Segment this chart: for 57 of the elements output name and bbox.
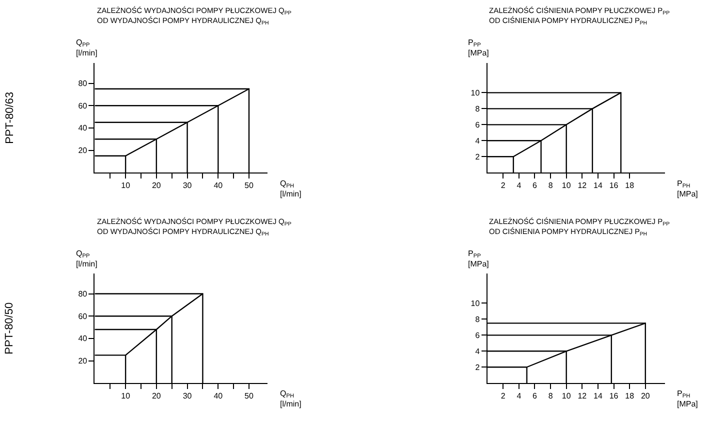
text: PPT-80/63 <box>4 92 16 144</box>
x-tick-label: 16 <box>609 392 619 401</box>
x-tick-label: 16 <box>609 181 619 190</box>
x-axis-title: Q$_{PH}$ [l/min] <box>280 179 302 198</box>
x-axis-title: P$_{PH}$ [MPa] <box>677 389 698 408</box>
y-axis-title: P$_{PP}$ [MPa] <box>468 38 489 58</box>
y-tick-label: 10 <box>470 88 480 98</box>
x-tick-label: 30 <box>182 181 192 190</box>
x-tick-label: 20 <box>152 392 162 401</box>
y-tick-label: 10 <box>470 299 480 308</box>
y-axis-title: Q$_{PP}$ [l/min] <box>76 38 98 58</box>
y-axis-title: P$_{PP}$ [MPa] <box>468 249 489 268</box>
x-tick-label: 30 <box>182 392 192 401</box>
x-tick-label: 18 <box>625 181 635 190</box>
y-tick-label: 20 <box>78 356 88 366</box>
x-tick-label: 50 <box>244 392 254 401</box>
x-tick-label: 10 <box>121 181 131 190</box>
x-tick-label: 4 <box>516 181 522 190</box>
y-tick-label: 6 <box>475 330 480 340</box>
x-tick-label: 20 <box>640 392 650 401</box>
y-tick-label: 40 <box>78 334 88 344</box>
y-tick-label: 20 <box>78 146 88 156</box>
x-tick-label: 14 <box>594 181 603 190</box>
y-tick-label: 4 <box>475 346 480 356</box>
x-tick-label: 8 <box>548 181 554 190</box>
y-tick-label: 40 <box>78 124 88 133</box>
x-tick-label: 10 <box>562 181 572 190</box>
x-tick-label: 10 <box>562 392 572 401</box>
x-tick-label: 6 <box>532 392 538 401</box>
y-tick-label: 80 <box>78 79 88 88</box>
x-tick-label: 40 <box>214 181 224 190</box>
y-tick-label: 8 <box>475 314 480 324</box>
y-tick-label: 80 <box>78 290 88 299</box>
x-tick-label: 14 <box>594 392 603 401</box>
x-tick-label: 20 <box>152 181 162 190</box>
x-axis-title: Q$_{PH}$ [l/min] <box>280 389 302 408</box>
x-tick-label: 6 <box>532 181 538 190</box>
y-tick-label: 60 <box>78 101 88 110</box>
y-tick-label: 2 <box>475 362 480 372</box>
x-tick-label: 18 <box>625 392 635 401</box>
x-tick-label: 2 <box>500 392 506 401</box>
text: PPT-80/50 <box>4 302 16 354</box>
x-tick-label: 10 <box>121 392 131 401</box>
y-axis-title: Q$_{PP}$ [l/min] <box>76 249 98 268</box>
x-tick-label: 12 <box>578 392 588 401</box>
x-tick-label: 40 <box>214 392 224 401</box>
x-axis-title: P$_{PH}$ [MPa] <box>677 179 698 198</box>
x-tick-label: 2 <box>500 181 506 190</box>
x-tick-label: 8 <box>548 392 554 401</box>
y-tick-label: 4 <box>475 136 480 146</box>
y-tick-label: 2 <box>475 152 480 162</box>
x-tick-label: 4 <box>516 392 522 401</box>
x-tick-label: 12 <box>578 181 588 190</box>
y-tick-label: 60 <box>78 312 88 321</box>
y-tick-label: 8 <box>475 104 480 114</box>
y-tick-label: 6 <box>475 120 480 130</box>
x-tick-label: 50 <box>244 181 254 190</box>
